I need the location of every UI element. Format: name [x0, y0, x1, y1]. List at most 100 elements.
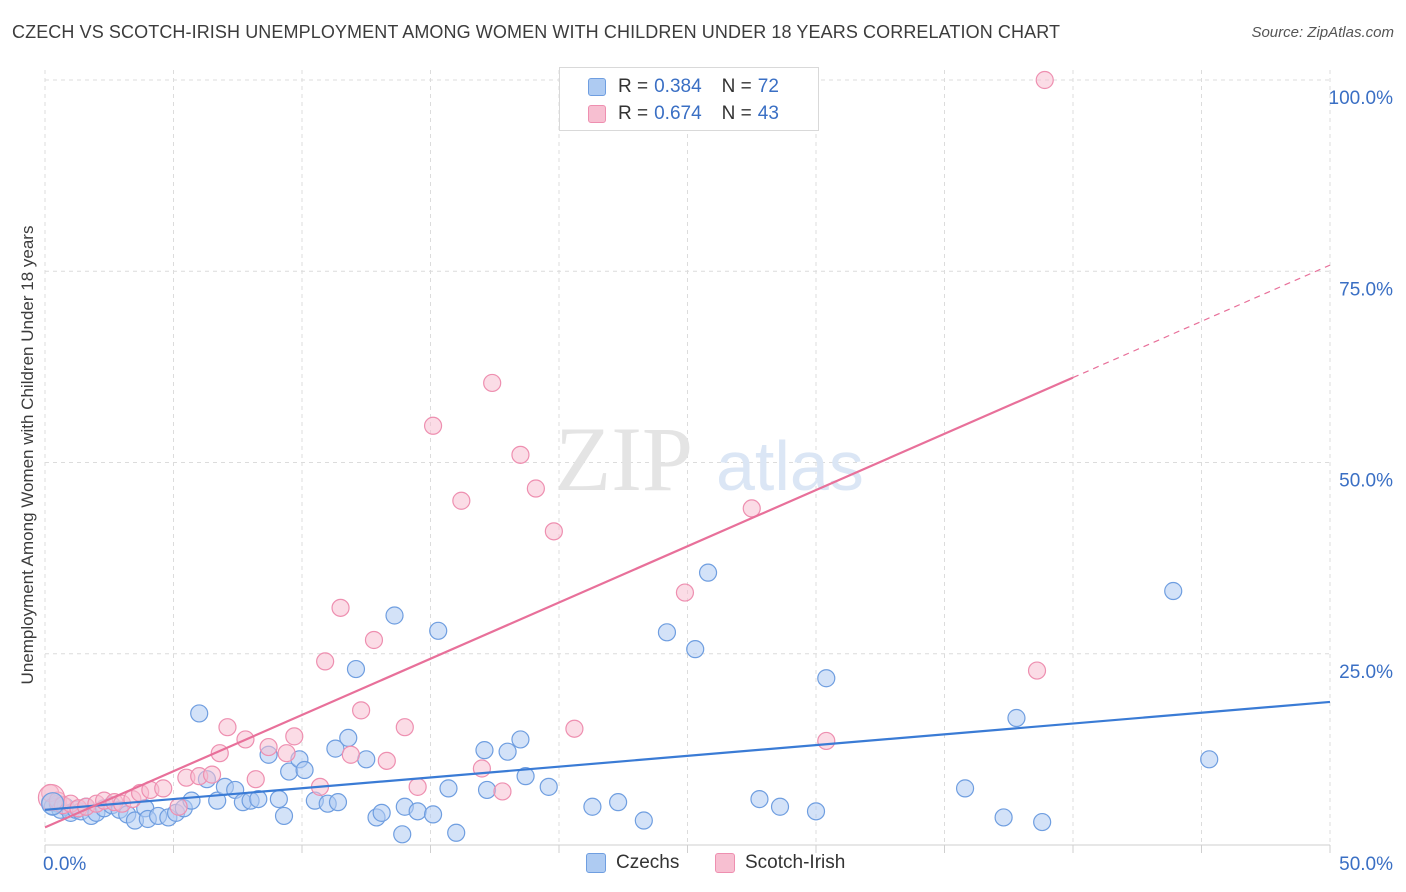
scotch-irish-trend-line — [44, 376, 1074, 829]
scotch-irish-trend-extension — [1072, 264, 1331, 379]
y-tick-label-25: 25.0% — [1339, 662, 1393, 683]
czechs-point-32 — [269, 789, 288, 809]
scotch-irish-legend-swatch — [715, 853, 735, 873]
czechs-point-61 — [609, 793, 628, 812]
czechs-point-33 — [274, 806, 294, 826]
scotch-irish-point-45 — [817, 731, 836, 751]
scotch-irish-n-value: 43 — [757, 103, 779, 124]
y-tick-label-50: 50.0% — [1339, 471, 1393, 492]
scotch-irish-point-41 — [544, 522, 563, 541]
czechs-point-64 — [686, 640, 705, 659]
czechs-point-43 — [357, 750, 376, 769]
scotch-irish-legend-label: Scotch-Irish — [745, 852, 846, 873]
y-tick-label-100: 100.0% — [1329, 88, 1394, 109]
scotch-irish-point-28 — [341, 745, 360, 764]
scotch-irish-swatch — [588, 105, 606, 123]
czechs-point-68 — [806, 802, 826, 821]
czechs-point-49 — [408, 802, 427, 821]
scotch-irish-point-39 — [511, 445, 530, 464]
czechs-point-42 — [346, 659, 366, 679]
czechs-point-53 — [447, 823, 466, 842]
scotch-irish-point-35 — [452, 491, 471, 510]
czechs-point-46 — [385, 606, 404, 625]
series-legend: Czechs Scotch-Irish — [0, 852, 1406, 876]
czechs-point-52 — [439, 779, 458, 798]
czechs-point-70 — [955, 779, 975, 798]
czechs-point-50 — [423, 805, 443, 824]
czechs-point-71 — [994, 808, 1013, 827]
scotch-irish-point-37 — [483, 373, 502, 393]
scotch-irish-point-33 — [408, 777, 427, 796]
legend-item-czechs[interactable]: Czechs — [586, 852, 679, 874]
czechs-legend-label: Czechs — [616, 852, 680, 873]
legend-item-scotch-irish[interactable]: Scotch-Irish — [715, 852, 845, 874]
czechs-point-39 — [326, 739, 345, 758]
scotch-irish-point-46 — [1027, 661, 1047, 680]
watermark-atlas: atlas — [716, 427, 864, 505]
czechs-point-62 — [634, 811, 653, 830]
czechs-point-30 — [249, 789, 268, 809]
scotch-irish-r-value: 0.674 — [654, 103, 702, 124]
scotch-irish-r-label: R = — [618, 103, 649, 124]
czechs-point-54 — [475, 741, 494, 760]
czechs-n-value: 72 — [757, 76, 779, 97]
czechs-point-47 — [393, 825, 412, 844]
scotch-irish-point-38 — [493, 782, 512, 801]
czechs-point-59 — [539, 777, 558, 796]
scotch-irish-point-17 — [202, 765, 222, 784]
stats-legend: R = 0.384 N = 72 R = 0.674 N = 43 — [559, 67, 819, 131]
x-tick-label-max: 50.0% — [1339, 854, 1393, 875]
czechs-point-74 — [1164, 581, 1183, 601]
czechs-cluster-point — [41, 792, 65, 816]
scotch-irish-n-label: N = — [721, 103, 752, 124]
scotch-irish-point-26 — [316, 652, 335, 671]
czechs-point-69 — [817, 669, 836, 688]
chart-title: CZECH VS SCOTCH-IRISH UNEMPLOYMENT AMONG… — [12, 22, 1061, 42]
scotch-irish-point-34 — [423, 416, 443, 435]
scotch-irish-point-13 — [154, 779, 173, 798]
scotch-irish-point-22 — [259, 737, 278, 757]
czechs-point-45 — [372, 803, 391, 822]
scotch-irish-point-21 — [246, 770, 265, 789]
czechs-r-value: 0.384 — [654, 76, 702, 97]
czechs-point-66 — [750, 789, 769, 809]
scotch-irish-point-14 — [169, 797, 188, 816]
scotch-irish-point-30 — [364, 630, 384, 650]
data-points — [37, 70, 1219, 844]
czechs-point-67 — [770, 797, 790, 816]
watermark: ZIP atlas — [555, 408, 864, 510]
czechs-point-56 — [498, 742, 517, 761]
scotch-irish-point-27 — [331, 598, 350, 617]
czechs-r-label: R = — [618, 76, 649, 97]
scotch-irish-point-19 — [218, 718, 237, 737]
scotch-irish-point-44 — [742, 499, 761, 518]
scotch-irish-point-29 — [352, 701, 371, 720]
czechs-point-51 — [429, 621, 448, 640]
czechs-point-36 — [295, 760, 314, 780]
y-tick-label-75: 75.0% — [1339, 279, 1393, 300]
scotch-irish-point-47 — [1035, 70, 1054, 90]
watermark-zip: ZIP — [555, 408, 693, 510]
trend-lines — [44, 264, 1331, 829]
czechs-point-58 — [516, 767, 535, 786]
czechs-n-label: N = — [721, 76, 752, 97]
czechs-point-72 — [1007, 708, 1026, 728]
scotch-irish-point-42 — [565, 719, 584, 738]
scotch-irish-point-31 — [377, 751, 396, 770]
czechs-point-63 — [657, 623, 677, 642]
czechs-point-55 — [477, 780, 497, 800]
czechs-point-65 — [698, 563, 718, 582]
scotch-irish-point-43 — [675, 583, 695, 602]
tick-labels: 25.0% 50.0% 75.0% 100.0% 0.0% 50.0% — [43, 88, 1393, 875]
czechs-swatch — [588, 78, 606, 96]
czechs-point-75 — [1200, 750, 1219, 769]
source-label: Source: ZipAtlas.com — [1251, 24, 1394, 41]
czechs-legend-swatch — [586, 853, 606, 873]
czechs-point-73 — [1033, 812, 1052, 832]
czechs-point-40 — [328, 793, 348, 812]
x-tick-label-min: 0.0% — [43, 854, 86, 875]
scotch-irish-point-24 — [285, 727, 304, 746]
legend-row-scotch-irish: R = 0.674 N = 43 — [588, 102, 779, 126]
czechs-point-57 — [511, 730, 530, 749]
